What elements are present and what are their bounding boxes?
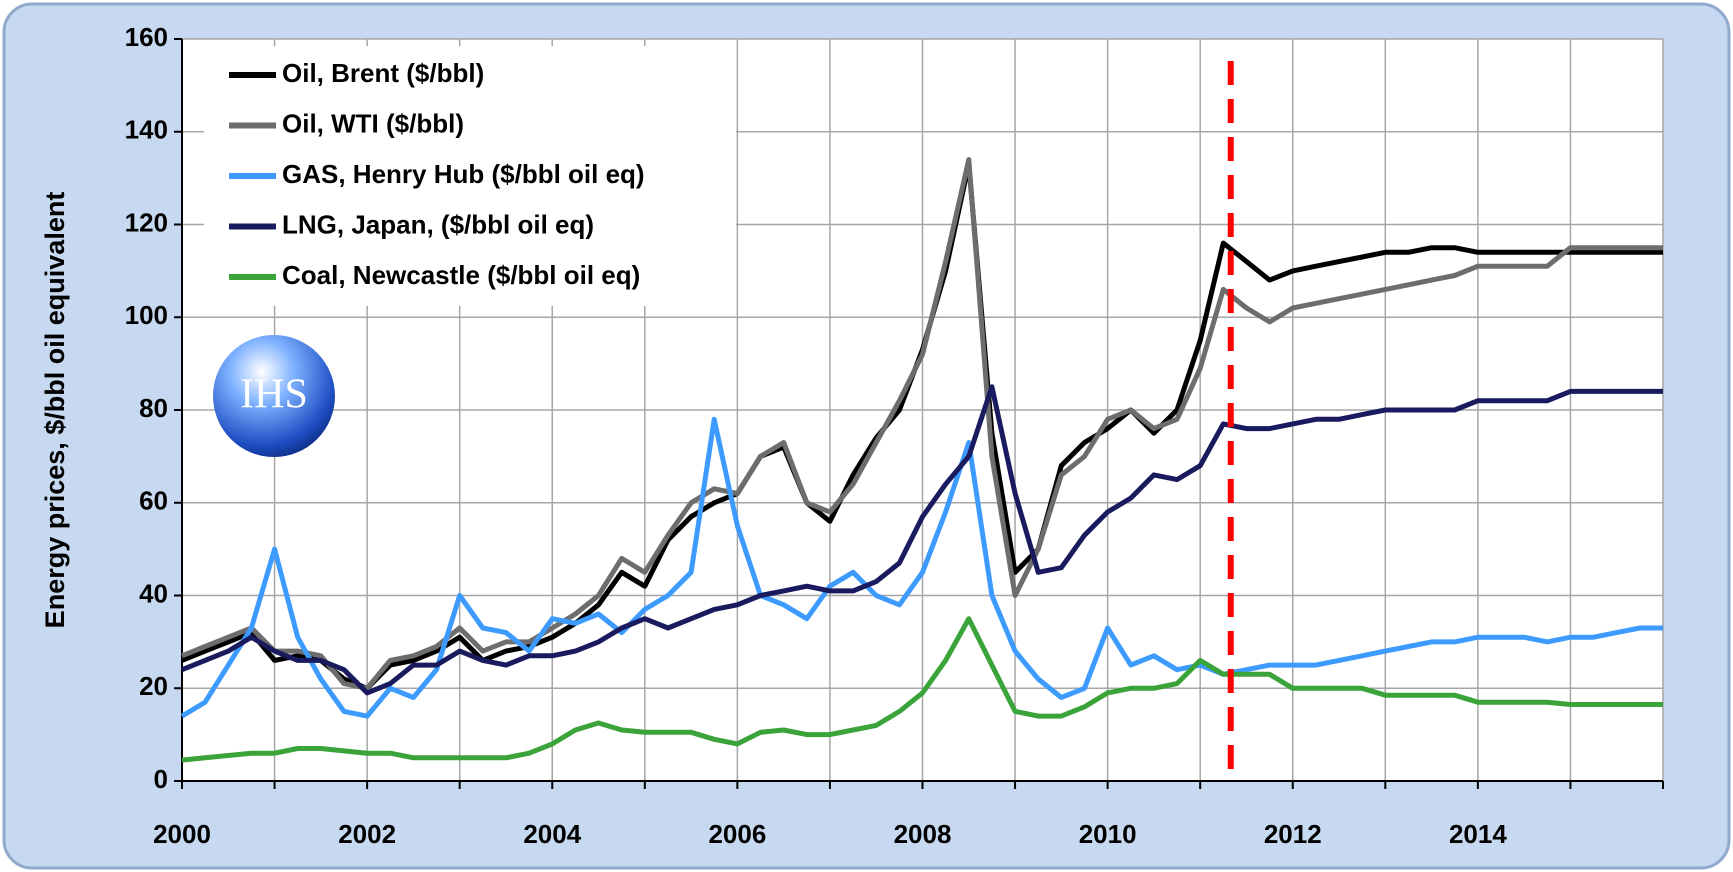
y-tick-label: 40 bbox=[139, 578, 168, 608]
series-line bbox=[180, 416, 1663, 719]
legend-label: Coal, Newcastle ($/bbl oil eq) bbox=[282, 260, 640, 290]
y-tick-label: 20 bbox=[139, 671, 168, 701]
y-tick-label: 80 bbox=[139, 393, 168, 423]
series-line bbox=[181, 384, 1663, 696]
x-tick-label: 2012 bbox=[1264, 819, 1322, 849]
x-tick-label: 2000 bbox=[153, 819, 211, 849]
x-tick-label: 2008 bbox=[894, 819, 952, 849]
x-tick-label: 2006 bbox=[708, 819, 766, 849]
y-tick-label: 0 bbox=[154, 764, 168, 794]
y-tick-label: 100 bbox=[125, 300, 168, 330]
y-tick-label: 120 bbox=[125, 207, 168, 237]
y-axis-label: Energy prices, $/bbl oil equivalent bbox=[40, 192, 70, 629]
legend-label: Oil, WTI ($/bbl) bbox=[282, 108, 464, 138]
series-line bbox=[181, 157, 1663, 691]
x-tick-label: 2004 bbox=[523, 819, 581, 849]
x-tick-label: 2014 bbox=[1449, 819, 1507, 849]
logo-orb bbox=[213, 335, 335, 457]
y-tick-label: 140 bbox=[125, 115, 168, 145]
x-tick-label: 2002 bbox=[338, 819, 396, 849]
logo: IHS bbox=[213, 335, 335, 457]
legend-box bbox=[204, 46, 736, 306]
legend-label: GAS, Henry Hub ($/bbl oil eq) bbox=[282, 159, 645, 189]
y-tick-label: 60 bbox=[139, 486, 168, 516]
series-line bbox=[181, 616, 1663, 763]
x-tick-label: 2010 bbox=[1079, 819, 1137, 849]
legend-label: Oil, Brent ($/bbl) bbox=[282, 58, 484, 88]
y-tick-label: 160 bbox=[125, 22, 168, 52]
legend-label: LNG, Japan, ($/bbl oil eq) bbox=[282, 209, 594, 239]
logo-text: IHS bbox=[240, 372, 308, 418]
